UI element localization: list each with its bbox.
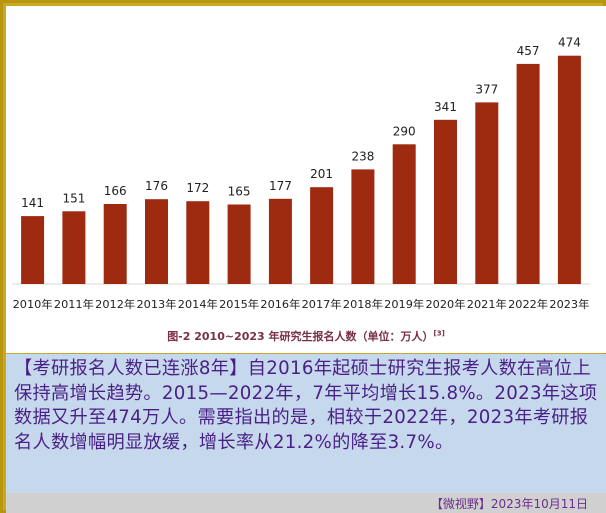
bar-2013年: [145, 199, 168, 284]
chart-title-reference: [3]: [433, 329, 445, 338]
article-panel: 【考研报名人数已连涨8年】自2016年起硕士研究生报考人数在高位上保持高增长趋势…: [6, 354, 606, 493]
bar-2020年: [434, 119, 457, 284]
source-date: 【微视野】2023年10月11日: [430, 497, 588, 511]
bar-2015年: [227, 204, 251, 284]
bar-2021年: [475, 102, 499, 285]
value-label: 201: [310, 167, 333, 181]
x-tick-label: 2010年: [13, 297, 53, 311]
x-tick-label: 2015年: [219, 297, 259, 311]
chart-caption: 图-2 2010~2023 年研究生报名人数（单位：万人）[3]: [6, 328, 606, 344]
value-label: 172: [186, 181, 209, 195]
x-tick-label: 2012年: [95, 297, 135, 311]
bar-chart: 141 151 166 176 172 165 177 201 238 290 341 377 457 4…: [12, 36, 590, 311]
value-label: 177: [269, 179, 292, 193]
x-tick-label: 2019年: [384, 297, 424, 311]
value-label: 141: [21, 196, 44, 210]
x-tick-label: 2022年: [508, 297, 548, 311]
value-label: 341: [434, 100, 457, 114]
bar-2022年: [516, 63, 540, 285]
chart-title: 图-2 2010~2023 年研究生报名人数（单位：万人）: [167, 330, 434, 343]
chart-panel: 141 151 166 176 172 165 177 201 238 290 341 377 457 4…: [6, 6, 606, 353]
bar-2023年: [557, 55, 581, 285]
value-label: 377: [475, 82, 498, 96]
x-tick-label: 2017年: [302, 297, 342, 311]
bar-2017年: [310, 187, 334, 284]
x-tick-label: 2021年: [467, 297, 507, 311]
value-label: 165: [228, 185, 251, 199]
value-label: 166: [104, 184, 127, 198]
value-label: 151: [62, 191, 85, 205]
bar-2016年: [268, 198, 292, 284]
x-tick-label: 2016年: [260, 297, 300, 311]
x-tick-label: 2020年: [426, 297, 466, 311]
x-tick-label: 2018年: [343, 297, 383, 311]
article-text: 【考研报名人数已连涨8年】自2016年起硕士研究生报考人数在高位上保持高增长趋势…: [14, 358, 598, 453]
value-label: 474: [558, 36, 581, 50]
bar-2019年: [392, 144, 416, 284]
value-label: 457: [517, 44, 540, 58]
x-tick-label: 2014年: [178, 297, 218, 311]
value-label: 176: [145, 179, 168, 193]
footer-bar: 【微视野】2023年10月11日: [6, 493, 606, 513]
bar-2010年: [21, 216, 45, 284]
bar-2018年: [351, 169, 375, 284]
x-tick-label: 2011年: [54, 297, 94, 311]
bar-2014年: [186, 201, 210, 284]
x-tick-label: 2013年: [137, 297, 177, 311]
x-tick-label: 2023年: [549, 297, 589, 311]
value-label: 290: [393, 124, 416, 138]
value-label: 238: [351, 149, 374, 163]
bar-2012年: [103, 204, 127, 284]
bar-2011年: [62, 211, 86, 284]
